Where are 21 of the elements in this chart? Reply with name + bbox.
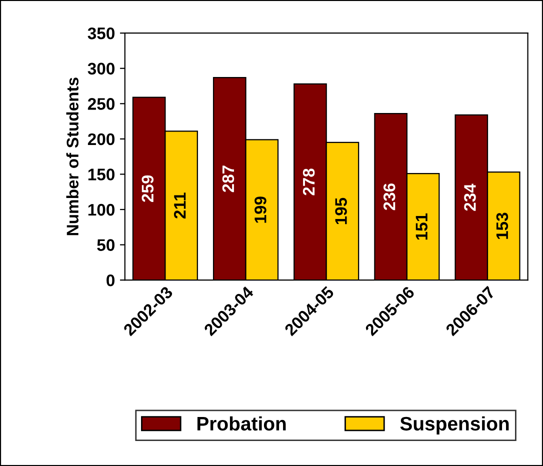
y-tick-label: 0 bbox=[106, 274, 114, 286]
y-tick-label: 100 bbox=[88, 204, 114, 216]
data-label: 153 bbox=[496, 212, 508, 239]
data-label: 287 bbox=[222, 166, 234, 192]
data-label: 234 bbox=[464, 184, 476, 211]
y-tick-label: 150 bbox=[88, 168, 114, 180]
data-label: 199 bbox=[254, 196, 266, 223]
y-tick-label: 250 bbox=[88, 98, 114, 110]
y-tick-label: 350 bbox=[88, 27, 114, 40]
data-label: 195 bbox=[335, 198, 347, 224]
legend-label: Suspension bbox=[400, 416, 509, 434]
y-tick-label: 50 bbox=[97, 239, 114, 251]
data-label: 278 bbox=[302, 168, 315, 196]
data-label: 259 bbox=[142, 175, 154, 202]
data-label: 151 bbox=[416, 213, 428, 240]
y-tick-label: 200 bbox=[88, 133, 114, 146]
data-label: 211 bbox=[174, 192, 186, 218]
data-label: 236 bbox=[383, 183, 396, 210]
y-axis-title: Number of Students bbox=[66, 78, 79, 236]
y-tick-label: 300 bbox=[88, 62, 114, 75]
legend-label: Probation bbox=[197, 416, 286, 431]
